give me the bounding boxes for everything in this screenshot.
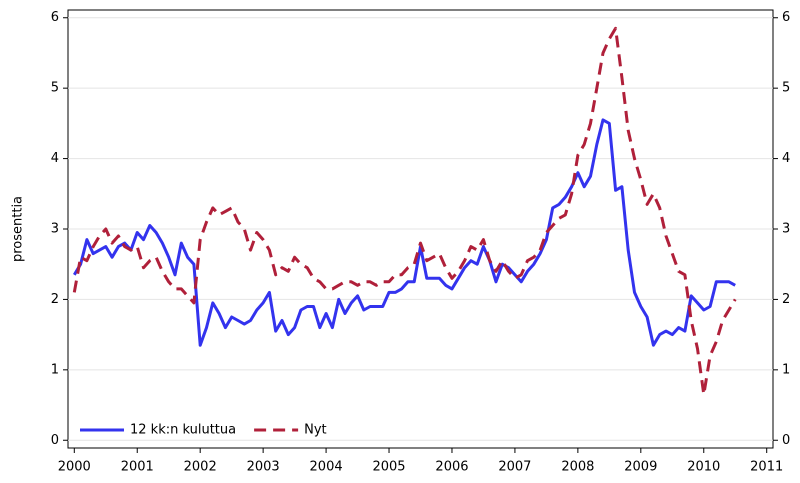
y-tick-label: 5: [51, 81, 59, 96]
y-tick-label: 3: [51, 222, 59, 237]
x-tick-label: 2005: [372, 460, 405, 475]
y-tick-label: 4: [51, 151, 59, 166]
x-tick-label: 2010: [687, 460, 720, 475]
y2-tick-label: 1: [782, 362, 790, 377]
y-axis-label: prosenttia: [11, 196, 26, 262]
legend-label: 12 kk:n kuluttua: [130, 423, 236, 438]
y2-tick-label: 6: [782, 10, 790, 25]
series-line: [72, 26, 737, 396]
x-tick-label: 2009: [624, 460, 657, 475]
y-tick-label: 0: [51, 433, 59, 448]
y2-tick-label: 3: [782, 222, 790, 237]
x-tick-label: 2003: [247, 460, 280, 475]
series-line: [73, 118, 736, 347]
legend-label: Nyt: [304, 423, 327, 438]
y-tick-label: 6: [51, 10, 59, 25]
y2-tick-label: 0: [782, 433, 790, 448]
y2-tick-label: 2: [782, 292, 790, 307]
x-tick-label: 2000: [58, 460, 91, 475]
x-tick-label: 2004: [310, 460, 343, 475]
x-tick-label: 2006: [435, 460, 468, 475]
x-tick-label: 2001: [121, 460, 154, 475]
x-tick-label: 2007: [498, 460, 531, 475]
y-tick-label: 1: [51, 362, 59, 377]
x-tick-label: 2011: [750, 460, 783, 475]
x-tick-label: 2002: [184, 460, 217, 475]
y2-tick-label: 5: [782, 81, 790, 96]
y-tick-label: 2: [51, 292, 59, 307]
y2-tick-label: 4: [782, 151, 790, 166]
x-tick-label: 2008: [561, 460, 594, 475]
